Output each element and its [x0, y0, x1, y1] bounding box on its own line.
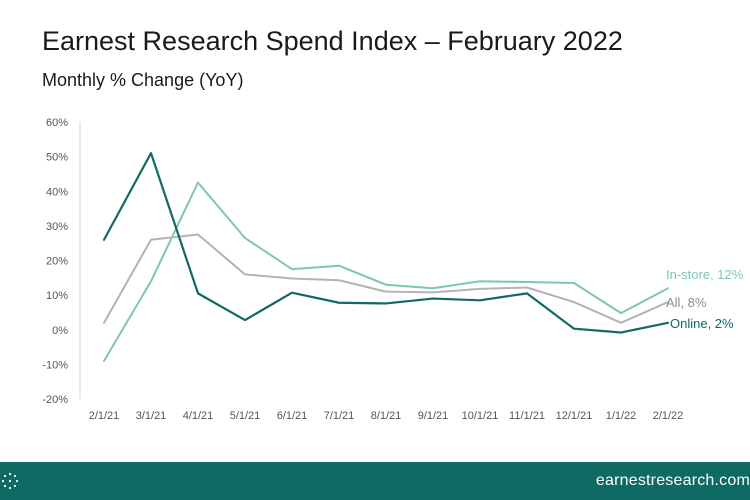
x-tick-label: 12/1/21 — [556, 410, 593, 422]
y-tick-label: 10% — [46, 290, 68, 302]
line-chart: 60% 50% 40% 30% 20% 10% 0% -10% -20% 2/1/21 3/1/21… — [42, 117, 744, 422]
y-tick-label: -20% — [42, 394, 68, 406]
series-label-all: All, 8% — [666, 295, 707, 310]
x-tick-label: 4/1/21 — [183, 410, 214, 422]
series-line-instore — [103, 181, 669, 362]
x-tick-label: 2/1/22 — [653, 410, 684, 422]
x-tick-label: 1/1/22 — [606, 410, 637, 422]
series-label-instore: In-store, 12% — [666, 267, 744, 282]
x-tick-label: 11/1/21 — [509, 410, 545, 422]
y-tick-label: 60% — [46, 117, 68, 129]
series-line-all — [103, 233, 669, 324]
series-line-online — [102, 152, 670, 334]
x-tick-label: 8/1/21 — [371, 410, 402, 422]
x-tick-label: 2/1/21 — [89, 410, 120, 422]
x-tick-label: 6/1/21 — [277, 410, 308, 422]
chart-series — [102, 152, 670, 362]
y-tick-label: 20% — [46, 256, 68, 268]
chart-series-labels: In-store, 12% All, 8% Online, 2% — [666, 267, 744, 331]
y-tick-label: 30% — [46, 221, 68, 233]
series-label-online: Online, 2% — [670, 316, 734, 331]
x-tick-label: 9/1/21 — [418, 410, 449, 422]
chart-subtitle: Monthly % Change (YoY) — [42, 70, 244, 90]
y-tick-label: 40% — [46, 186, 68, 198]
x-tick-label: 5/1/21 — [230, 410, 261, 422]
x-tick-label: 3/1/21 — [136, 410, 167, 422]
y-tick-label: 50% — [46, 152, 68, 164]
y-tick-label: 0% — [52, 325, 68, 337]
chart-title: Earnest Research Spend Index – February … — [42, 26, 623, 56]
chart-axes: 60% 50% 40% 30% 20% 10% 0% -10% -20% 2/1/21 3/1/21… — [42, 117, 683, 422]
y-tick-label: -10% — [42, 359, 68, 371]
footer-bar: earnestresearch.com — [0, 462, 750, 500]
x-tick-label: 7/1/21 — [324, 410, 355, 422]
dotted-circle-icon — [1, 472, 19, 490]
footer-url-link[interactable]: earnestresearch.com — [595, 472, 750, 489]
x-tick-label: 10/1/21 — [462, 410, 499, 422]
